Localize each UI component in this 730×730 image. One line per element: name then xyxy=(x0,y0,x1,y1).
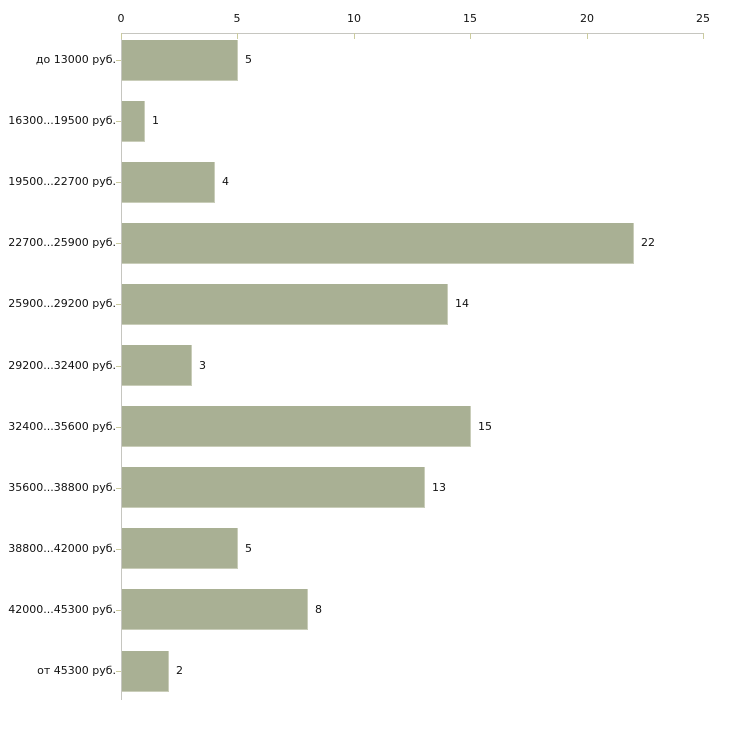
bar-value-label: 22 xyxy=(641,236,655,249)
bar-value-label: 8 xyxy=(315,603,322,616)
bar-value-label: 14 xyxy=(455,297,469,310)
category-label: до 13000 руб. xyxy=(35,53,116,66)
y-axis-tick xyxy=(116,549,121,550)
category-label: 29200...32400 руб. xyxy=(8,359,116,372)
y-axis-tick xyxy=(116,243,121,244)
bar-value-label: 4 xyxy=(222,175,229,188)
bar xyxy=(122,223,634,264)
category-label: 42000...45300 руб. xyxy=(8,603,116,616)
bar-value-label: 3 xyxy=(199,359,206,372)
x-axis-tick-label: 15 xyxy=(463,12,477,25)
category-label: 16300...19500 руб. xyxy=(8,114,116,127)
bar xyxy=(122,284,448,325)
y-axis-tick xyxy=(116,182,121,183)
bar xyxy=(122,406,471,447)
category-label: 19500...22700 руб. xyxy=(8,175,116,188)
bar-value-label: 2 xyxy=(176,664,183,677)
bar xyxy=(122,40,238,81)
category-label: 22700...25900 руб. xyxy=(8,236,116,249)
bar-value-label: 1 xyxy=(152,114,159,127)
x-axis-line xyxy=(121,33,704,34)
x-axis-tick xyxy=(703,33,704,39)
bar-value-label: 13 xyxy=(432,481,446,494)
x-axis-tick xyxy=(470,33,471,39)
bar-value-label: 5 xyxy=(245,542,252,555)
bar xyxy=(122,101,145,142)
y-axis-tick xyxy=(116,60,121,61)
x-axis-tick xyxy=(121,33,122,39)
x-axis-tick xyxy=(237,33,238,39)
x-axis-tick xyxy=(587,33,588,39)
category-label: 35600...38800 руб. xyxy=(8,481,116,494)
y-axis-tick xyxy=(116,488,121,489)
x-axis-tick-label: 20 xyxy=(580,12,594,25)
x-axis-tick xyxy=(354,33,355,39)
bar xyxy=(122,467,425,508)
y-axis-tick xyxy=(116,366,121,367)
y-axis-tick xyxy=(116,427,121,428)
x-axis-tick-label: 0 xyxy=(117,12,125,25)
bar xyxy=(122,345,192,386)
y-axis-tick xyxy=(116,610,121,611)
y-axis-tick xyxy=(116,304,121,305)
x-axis-tick-label: 10 xyxy=(347,12,361,25)
y-axis-line xyxy=(121,33,122,700)
bar-value-label: 15 xyxy=(478,420,492,433)
x-axis-tick-label: 25 xyxy=(696,12,710,25)
x-axis-tick-label: 5 xyxy=(233,12,241,25)
y-axis-tick xyxy=(116,671,121,672)
category-label: от 45300 руб. xyxy=(37,664,116,677)
bar xyxy=(122,162,215,203)
bar xyxy=(122,651,169,692)
category-label: 25900...29200 руб. xyxy=(8,297,116,310)
bar xyxy=(122,528,238,569)
category-label: 32400...35600 руб. xyxy=(8,420,116,433)
y-axis-tick xyxy=(116,121,121,122)
bar xyxy=(122,589,308,630)
bar-value-label: 5 xyxy=(245,53,252,66)
category-label: 38800...42000 руб. xyxy=(8,542,116,555)
